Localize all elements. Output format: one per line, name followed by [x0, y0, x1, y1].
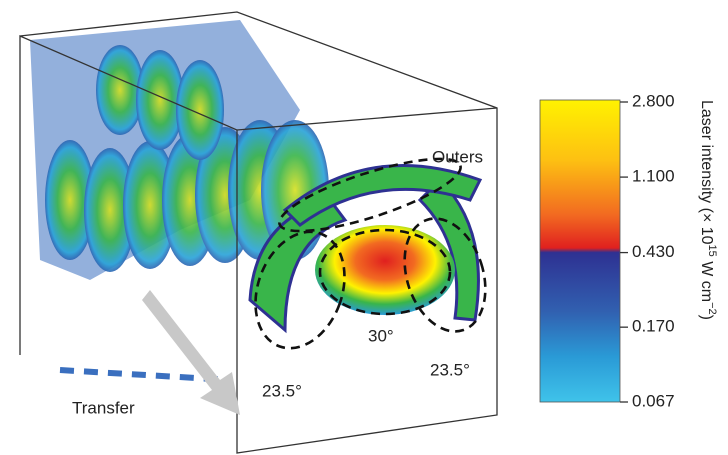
annotation: 30° [368, 326, 394, 345]
tick-label: 1.100 [632, 167, 675, 186]
colorbar [540, 100, 620, 402]
tick-label: 0.067 [632, 391, 675, 410]
annotation: Outers [432, 147, 483, 166]
colorbar-ticks: 2.800 1.100 0.430 0.170 0.067 [620, 91, 675, 410]
tick-label: 0.170 [632, 317, 675, 336]
tick-label: 2.800 [632, 91, 675, 110]
transfer-arrow [142, 290, 240, 415]
figure: Outers 30° 23.5° 23.5° Transfer Laser in… [0, 0, 728, 455]
annotation: 23.5° [430, 360, 470, 379]
tick-label: 0.430 [632, 242, 675, 261]
annotation: 23.5° [262, 381, 302, 400]
volume-render [30, 20, 480, 380]
annotation: Transfer [72, 398, 135, 417]
colorbar-label: Laser intensity (× 1015 W cm−2) [698, 100, 718, 320]
